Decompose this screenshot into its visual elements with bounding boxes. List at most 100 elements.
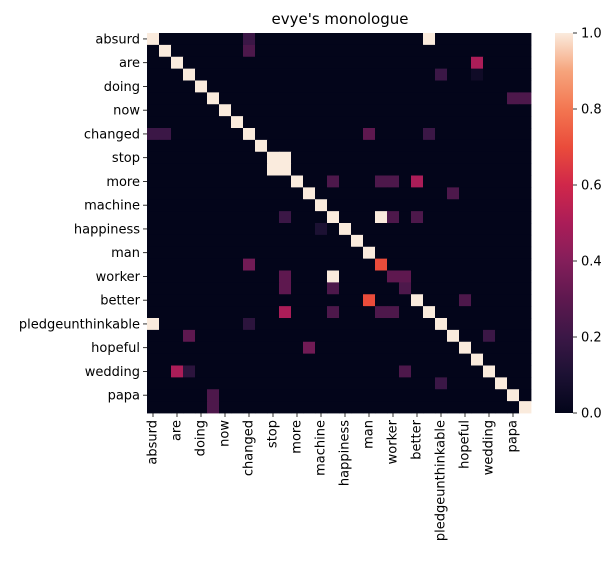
heatmap-cell <box>507 187 520 200</box>
heatmap-cell <box>447 199 460 212</box>
heatmap-cell <box>207 139 220 153</box>
heatmap-cell <box>351 187 364 200</box>
heatmap-cell <box>207 175 220 188</box>
heatmap-cell <box>219 44 232 58</box>
heatmap-cell <box>411 128 424 141</box>
heatmap-cell <box>483 329 496 343</box>
heatmap-cell <box>435 365 448 378</box>
heatmap-cell <box>375 80 388 93</box>
heatmap-cell <box>351 199 364 212</box>
heatmap-cell <box>399 318 412 331</box>
heatmap-cell <box>339 92 352 105</box>
heatmap-cell <box>327 151 340 165</box>
heatmap-cell <box>231 139 244 153</box>
heatmap-cell <box>447 211 460 224</box>
heatmap-cell <box>363 44 376 58</box>
heatmap-cell <box>327 365 340 378</box>
heatmap-cell <box>519 341 532 355</box>
heatmap-cell <box>183 104 196 117</box>
heatmap-cell <box>171 151 184 165</box>
heatmap-cell <box>411 44 424 58</box>
heatmap-cell <box>495 377 508 390</box>
heatmap-cell <box>399 341 412 355</box>
heatmap-cell <box>147 401 160 414</box>
heatmap-cell <box>195 56 208 70</box>
heatmap-cell <box>339 151 352 165</box>
heatmap-cell <box>219 353 232 366</box>
heatmap-cell <box>255 199 268 212</box>
heatmap-cell <box>495 163 508 176</box>
heatmap-cell <box>375 353 388 366</box>
heatmap-cell <box>231 246 244 260</box>
heatmap-cell <box>219 401 232 414</box>
heatmap-cell <box>459 223 472 236</box>
heatmap-cell <box>327 175 340 188</box>
heatmap-cell <box>447 33 460 46</box>
heatmap-cell <box>507 68 520 81</box>
heatmap-cell <box>195 151 208 165</box>
heatmap-cell <box>483 270 496 283</box>
heatmap-cell <box>471 377 484 390</box>
heatmap-cell <box>327 306 340 319</box>
heatmap-cell <box>147 329 160 343</box>
heatmap-cell <box>195 341 208 355</box>
heatmap-cell <box>147 68 160 81</box>
heatmap-cell <box>291 68 304 81</box>
heatmap-cell <box>183 33 196 46</box>
heatmap-cell <box>507 223 520 236</box>
heatmap-cell <box>147 223 160 236</box>
heatmap-cell <box>255 175 268 188</box>
heatmap-cell <box>147 187 160 200</box>
heatmap-cell <box>327 234 340 248</box>
heatmap-cell <box>471 128 484 141</box>
heatmap-cell <box>375 282 388 295</box>
heatmap-cell <box>267 258 280 271</box>
heatmap-cell <box>483 80 496 93</box>
heatmap-cell <box>159 68 172 81</box>
heatmap-cell <box>279 116 292 129</box>
heatmap-cell <box>387 329 400 343</box>
heatmap-cell <box>339 44 352 58</box>
heatmap-cell <box>267 199 280 212</box>
heatmap-cell <box>219 128 232 141</box>
heatmap-cell <box>315 44 328 58</box>
heatmap-cell <box>495 56 508 70</box>
heatmap-cell <box>435 80 448 93</box>
heatmap-cell <box>447 341 460 355</box>
heatmap-cell <box>423 341 436 355</box>
heatmap-cell <box>399 116 412 129</box>
heatmap-cell <box>207 223 220 236</box>
heatmap-cell <box>159 128 172 141</box>
x-tick-label: wedding <box>482 420 497 475</box>
heatmap-cell <box>303 341 316 355</box>
heatmap-cell <box>231 377 244 390</box>
heatmap-cell <box>351 389 364 402</box>
heatmap-cell <box>351 270 364 283</box>
heatmap-cell <box>183 68 196 81</box>
heatmap-cell <box>423 223 436 236</box>
heatmap-cell <box>303 163 316 176</box>
heatmap-cell <box>447 187 460 200</box>
heatmap-cell <box>279 187 292 200</box>
heatmap-cell <box>207 68 220 81</box>
heatmap-cell <box>291 163 304 176</box>
heatmap-cell <box>171 56 184 70</box>
heatmap-cell <box>363 116 376 129</box>
heatmap-cell <box>171 163 184 176</box>
heatmap-cell <box>303 128 316 141</box>
heatmap-cell <box>519 187 532 200</box>
heatmap-cell <box>303 401 316 414</box>
heatmap-cell <box>339 246 352 260</box>
heatmap-cell <box>255 223 268 236</box>
heatmap-cell <box>399 353 412 366</box>
heatmap-cell <box>195 104 208 117</box>
heatmap-cell <box>483 44 496 58</box>
heatmap-cell <box>267 234 280 248</box>
heatmap-cell <box>267 80 280 93</box>
heatmap-cell <box>399 139 412 153</box>
heatmap-cell <box>231 306 244 319</box>
heatmap-cell <box>159 116 172 129</box>
heatmap-cell <box>207 318 220 331</box>
heatmap-cell <box>147 175 160 188</box>
heatmap-cell <box>447 258 460 271</box>
